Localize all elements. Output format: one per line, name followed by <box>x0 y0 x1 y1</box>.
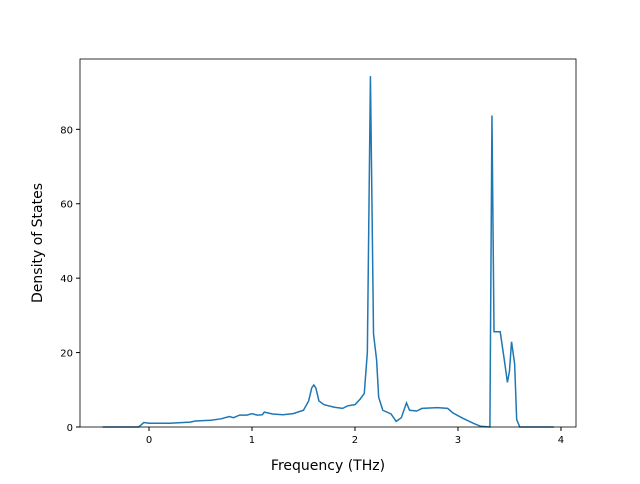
y-tick-label: 60 <box>60 200 73 211</box>
x-tick-label: 2 <box>352 435 358 446</box>
y-tick-label: 0 <box>67 423 73 434</box>
line <box>102 76 554 428</box>
y-tick-label: 80 <box>60 125 73 136</box>
y-tick-label: 20 <box>60 349 73 360</box>
x-tick-label: 4 <box>558 435 564 446</box>
x-tick-label: 0 <box>146 435 152 446</box>
y-tick-label: 40 <box>60 274 73 285</box>
axes-frame <box>79 58 577 428</box>
x-tick-label: 1 <box>249 435 255 446</box>
x-tick-label: 3 <box>455 435 461 446</box>
y-axis-label: Density of States <box>30 183 46 303</box>
x-axis-label: Frequency (THz) <box>271 458 385 474</box>
